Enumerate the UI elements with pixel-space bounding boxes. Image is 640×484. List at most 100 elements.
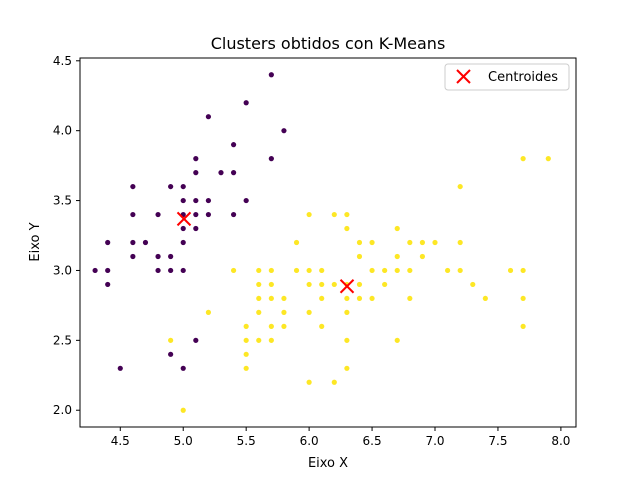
cluster-1-point — [268, 295, 274, 302]
cluster-0-point — [230, 170, 237, 176]
cluster-1-point — [331, 281, 337, 288]
cluster-1-point — [293, 239, 300, 246]
cluster-1-point — [369, 239, 375, 246]
cluster-1-point — [319, 281, 325, 288]
cluster-1-point — [268, 323, 274, 329]
legend-centroid-marker — [456, 69, 471, 84]
cluster-1-point — [180, 407, 186, 413]
cluster-0-point — [155, 253, 161, 260]
cluster-0-point — [180, 267, 186, 274]
cluster-0-point — [130, 239, 136, 246]
cluster-1-point — [319, 295, 325, 302]
cluster-1-point — [545, 156, 551, 162]
cluster-1-point — [356, 295, 363, 302]
cluster-1-point — [394, 253, 400, 260]
x-tick-label: 6.0 — [300, 434, 319, 448]
cluster-0-point — [168, 253, 174, 260]
cluster-1-point — [344, 309, 350, 315]
chart-title: Clusters obtidos con K-Means — [211, 34, 446, 53]
cluster-0-point — [193, 225, 199, 232]
cluster-1-point — [482, 295, 488, 302]
cluster-1-point — [256, 281, 262, 288]
cluster-0-point — [92, 267, 98, 274]
x-tick-label: 6.5 — [363, 434, 382, 448]
cluster-1-point — [331, 379, 337, 385]
cluster-1-point — [243, 365, 249, 371]
y-axis-ticks: 2.0 2.5 3.0 3.5 4.0 4.5 — [53, 54, 80, 417]
x-tick-label: 7.5 — [488, 434, 507, 448]
cluster-0-point — [230, 211, 237, 218]
cluster-0-point — [193, 156, 199, 162]
cluster-1-point — [394, 337, 400, 343]
cluster-1-point — [369, 295, 375, 302]
cluster-1-point — [281, 323, 287, 329]
cluster-0-point — [243, 100, 249, 106]
cluster-0-point — [281, 128, 287, 134]
cluster-0-point — [205, 114, 212, 120]
cluster-0-point — [205, 197, 212, 204]
cluster-0-point — [193, 337, 199, 343]
x-tick-label: 5.5 — [237, 434, 256, 448]
cluster-1-point — [256, 309, 262, 315]
cluster-0-point — [117, 365, 123, 371]
cluster-1-point — [419, 239, 426, 246]
y-tick-label: 2.5 — [53, 333, 72, 347]
cluster-1-point — [520, 156, 526, 162]
cluster-0-point — [130, 253, 136, 260]
cluster-1-point — [344, 211, 350, 218]
centroid-layer — [176, 211, 355, 294]
cluster-1-point — [243, 351, 249, 357]
cluster-0-point — [193, 170, 199, 176]
cluster-1-point — [243, 337, 249, 343]
cluster-1-point — [394, 225, 400, 232]
cluster-1-point — [407, 267, 413, 274]
centroid-marker — [176, 211, 192, 227]
cluster-1-point — [344, 337, 350, 343]
cluster-1-point — [256, 267, 262, 274]
cluster-0-point — [105, 281, 111, 288]
centroid-marker — [339, 279, 355, 294]
cluster-1-point — [407, 295, 413, 302]
cluster-1-point — [520, 323, 526, 329]
cluster-1-point — [394, 267, 400, 274]
cluster-1-point — [306, 379, 312, 385]
legend-box — [444, 63, 570, 91]
cluster-0-point — [168, 351, 174, 357]
cluster-0-point — [105, 267, 111, 274]
cluster-0-point — [193, 211, 199, 218]
cluster-0-point — [180, 365, 186, 371]
cluster-1-point — [382, 281, 388, 288]
cluster-1-point — [470, 281, 476, 288]
cluster-1-point — [281, 295, 287, 302]
plot-area-frame — [79, 57, 577, 428]
legend-label: Centroides — [488, 70, 558, 85]
y-tick-label: 2.0 — [53, 403, 72, 417]
y-tick-label: 3.0 — [53, 263, 72, 277]
x-tick-label: 7.0 — [425, 434, 444, 448]
cluster-0-point — [180, 225, 186, 232]
cluster-1-point — [344, 295, 350, 302]
cluster-1-point — [457, 239, 463, 246]
cluster-1-point — [432, 239, 438, 246]
cluster-1-point — [319, 267, 325, 274]
cluster-0-point — [268, 156, 274, 162]
cluster-0-point — [168, 183, 174, 190]
x-axis-ticks: 4.5 5.0 5.5 6.0 6.5 7.0 7.5 8.0 — [111, 427, 570, 448]
cluster-1-point — [369, 267, 375, 274]
cluster-1-point — [344, 365, 350, 371]
cluster-1-point — [356, 253, 363, 260]
cluster-0-point — [218, 170, 224, 176]
cluster-1-point — [356, 239, 363, 246]
y-tick-label: 4.5 — [53, 54, 72, 68]
cluster-0-point — [168, 267, 174, 274]
cluster-1-point — [281, 309, 287, 315]
cluster-0-point — [205, 211, 212, 218]
cluster-0-point — [155, 267, 161, 274]
cluster-0-point — [130, 211, 136, 218]
cluster-1-point — [306, 281, 312, 288]
cluster-0-point — [180, 183, 186, 190]
cluster-1-point — [507, 267, 514, 274]
cluster-0-point — [130, 183, 136, 190]
